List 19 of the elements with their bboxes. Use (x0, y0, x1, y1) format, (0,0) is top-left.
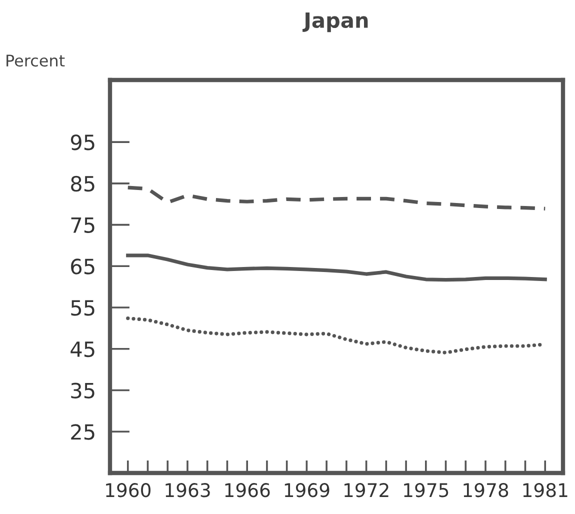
y-tick-label: 95 (70, 134, 94, 150)
y-tick-label: 85 (71, 176, 94, 192)
y-tick-label: 75 (71, 218, 94, 233)
x-tick-label: 1972 (344, 483, 388, 498)
y-tick-label: 65 (71, 258, 94, 274)
y-tick-label: 55 (71, 300, 94, 316)
y-axis-title: Percent (6, 54, 65, 67)
line-series (126, 254, 547, 282)
y-tick-label: 35 (71, 382, 94, 398)
y-tick-label: 25 (71, 424, 94, 440)
x-tick-label: 1960 (106, 483, 150, 498)
x-tick-label: 1963 (166, 483, 210, 498)
x-tick-label: 1969 (284, 483, 330, 498)
x-tick-label: 1966 (225, 483, 270, 498)
chart-title: Japan (302, 12, 368, 32)
x-tick-label: 1978 (464, 483, 508, 498)
y-tick-label: 45 (70, 342, 94, 358)
x-tick-label: 1981 (523, 483, 568, 498)
x-tick-label: 1975 (404, 483, 448, 498)
